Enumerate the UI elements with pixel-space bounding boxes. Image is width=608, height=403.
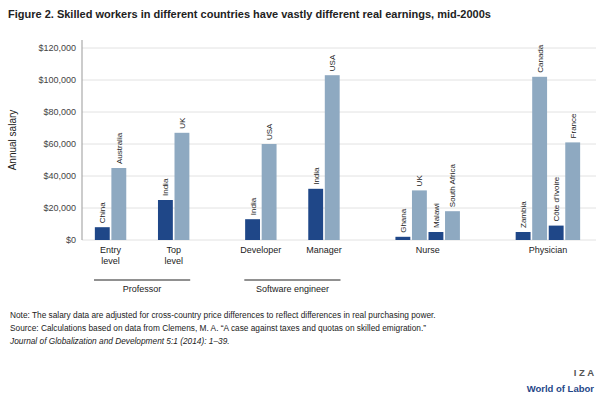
group-label: Developer <box>240 245 281 255</box>
section-label: Professor <box>123 284 162 294</box>
y-tick-label: $40,000 <box>43 171 76 181</box>
grid <box>82 48 596 240</box>
bar <box>245 219 260 240</box>
group-label-line: Developer <box>240 245 281 255</box>
bar-country-label: China <box>98 202 107 223</box>
y-tick-label: $60,000 <box>43 139 76 149</box>
bar <box>395 237 410 240</box>
y-tick-label: $80,000 <box>43 107 76 117</box>
note: Journal of Globalization and Development… <box>9 336 230 346</box>
group-label-line: Top <box>166 245 181 255</box>
grid-line <box>82 48 596 49</box>
section-label: Software engineer <box>256 284 329 294</box>
bar <box>95 227 110 240</box>
brand: I Z A <box>574 367 594 378</box>
bar-country-label: Australia <box>115 132 124 164</box>
bar <box>445 211 460 240</box>
bars <box>95 75 580 240</box>
brand: World of Labor <box>527 383 595 394</box>
section-overline <box>94 280 190 281</box>
y-axis-label: Annual salary <box>7 110 18 171</box>
y-tick-label: $0 <box>66 235 76 245</box>
y-tick-label: $100,000 <box>38 75 76 85</box>
bar-country-label: India <box>312 167 321 185</box>
bar-country-label: UK <box>415 175 424 187</box>
bar-country-label: South Africa <box>448 164 457 208</box>
bar-country-label: India <box>161 178 170 196</box>
group-label: Nurse <box>416 245 440 255</box>
bar-country-label: Zambia <box>519 201 528 228</box>
title: Figure 2. Skilled workers in different c… <box>8 8 491 20</box>
bar-country-label: Malawi <box>432 203 441 228</box>
bar-country-label: France <box>569 113 578 138</box>
bar <box>175 133 190 240</box>
bar-country-label: UK <box>178 117 187 129</box>
bar <box>532 77 547 240</box>
bar <box>262 144 277 240</box>
y-tick-label: $120,000 <box>38 43 76 53</box>
note: Source: Calculations based on data from … <box>10 323 426 333</box>
group-label: Manager <box>306 245 342 255</box>
group-label-line: level <box>101 256 120 266</box>
group-label: Physician <box>529 245 568 255</box>
chart: Figure 2. Skilled workers in different c… <box>0 0 608 403</box>
bar-country-label: USA <box>265 123 274 140</box>
labels: ChinaAustraliaEntrylevelIndiaUKToplevelP… <box>94 44 578 294</box>
y-axis-line <box>82 40 83 240</box>
group-label: Entrylevel <box>100 245 122 266</box>
note: Note: The salary data are adjusted for c… <box>10 310 436 320</box>
bar <box>516 232 531 240</box>
group-label-line: Nurse <box>416 245 440 255</box>
group-label-line: Manager <box>306 245 342 255</box>
bar-country-label: India <box>249 197 258 215</box>
bar <box>111 168 126 240</box>
bar <box>158 200 173 240</box>
bar-country-label: USA <box>328 54 337 71</box>
bar <box>549 226 564 240</box>
group-label-line: level <box>164 256 183 266</box>
bar <box>565 142 580 240</box>
bar-country-label: Ghana <box>399 208 408 233</box>
group-label: Toplevel <box>164 245 183 266</box>
bar-country-label: Côte d’Ivoire <box>552 176 561 221</box>
group-label-line: Physician <box>529 245 568 255</box>
y-tick-label: $20,000 <box>43 203 76 213</box>
bar <box>428 232 443 240</box>
bar-country-label: Canada <box>536 44 545 73</box>
bar <box>325 75 340 240</box>
bar <box>308 189 323 240</box>
group-label-line: Entry <box>100 245 122 255</box>
section-overline <box>244 280 340 281</box>
bar <box>412 190 427 240</box>
